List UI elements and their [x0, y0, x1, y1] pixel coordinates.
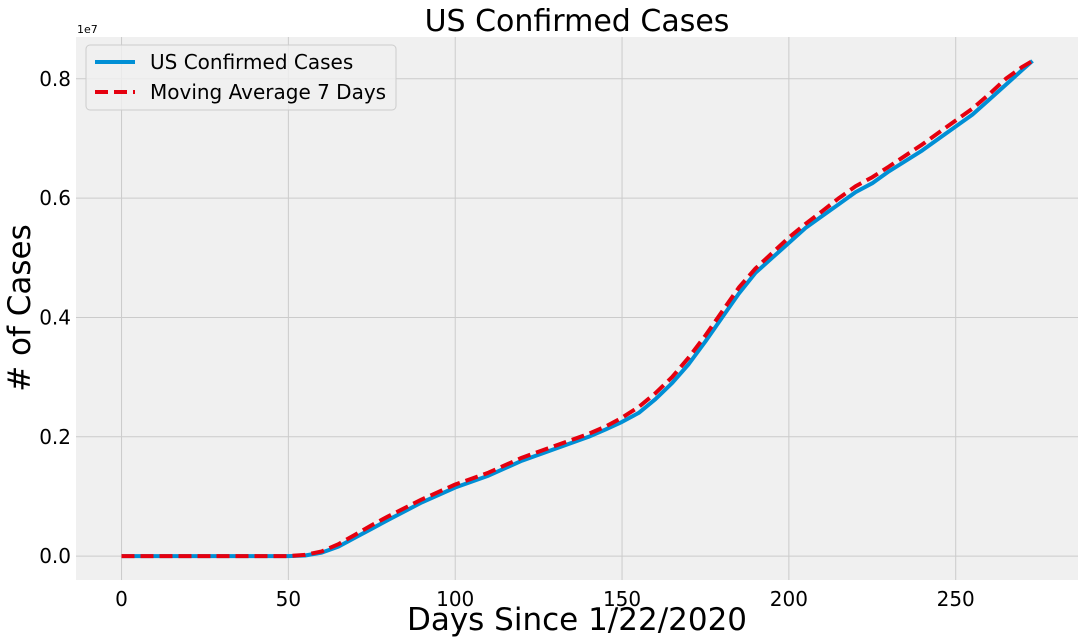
x-tick-label: 150: [603, 587, 641, 611]
y-tick-label: 0.0: [39, 544, 71, 568]
series-layer: [121, 59, 1034, 559]
grid: [76, 37, 1078, 580]
x-tick-label: 250: [937, 587, 975, 611]
tick-labels: 0 50 100 150 200 250 0.0 0.2 0.4 0.6 0.8: [39, 67, 975, 611]
x-tick-label: 200: [770, 587, 808, 611]
y-tick-label: 0.8: [39, 67, 71, 91]
x-tick-label: 100: [436, 587, 474, 611]
legend-label-moving-average-7-days: Moving Average 7 Days: [150, 80, 386, 104]
series-line-moving-average-7-days: [121, 59, 1034, 559]
x-axis-label: Days Since 1/22/2020: [407, 602, 747, 638]
plot-area: [76, 37, 1078, 580]
series-line-us-confirmed-cases: [121, 59, 1034, 559]
legend-label-us-confirmed-cases: US Confirmed Cases: [150, 50, 353, 74]
x-tick-label: 50: [276, 587, 301, 611]
x-tick-label: 0: [115, 587, 128, 611]
y-tick-label: 0.4: [39, 305, 71, 329]
y-scale-label: 1e7: [77, 23, 98, 36]
y-tick-label: 0.2: [39, 425, 71, 449]
y-tick-label: 0.6: [39, 186, 71, 210]
chart-title: US Confirmed Cases: [425, 4, 730, 39]
legend: US Confirmed Cases Moving Average 7 Days: [85, 44, 397, 111]
y-axis-label: # of Cases: [2, 224, 38, 392]
legend-box: [85, 44, 397, 111]
